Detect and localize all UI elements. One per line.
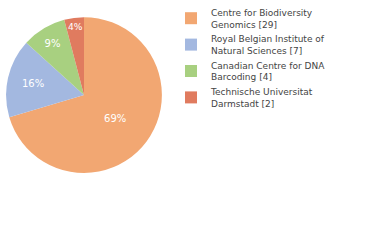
svg-text:Centre for BiodiversityGenomic: Centre for BiodiversityGenomics [29] [211, 8, 313, 30]
svg-text:Royal Belgian Institute ofNatu: Royal Belgian Institute ofNatural Scienc… [211, 34, 325, 56]
svg-text:Canadian Centre for DNABarcodi: Canadian Centre for DNABarcoding [4] [211, 61, 325, 83]
svg-text:69%: 69% [104, 113, 126, 124]
svg-text:9%: 9% [45, 38, 61, 49]
svg-text:16%: 16% [22, 78, 44, 89]
svg-text:4%: 4% [68, 22, 83, 32]
svg-text:Technische UniversitatDarmstad: Technische UniversitatDarmstadt [2] [210, 87, 313, 109]
